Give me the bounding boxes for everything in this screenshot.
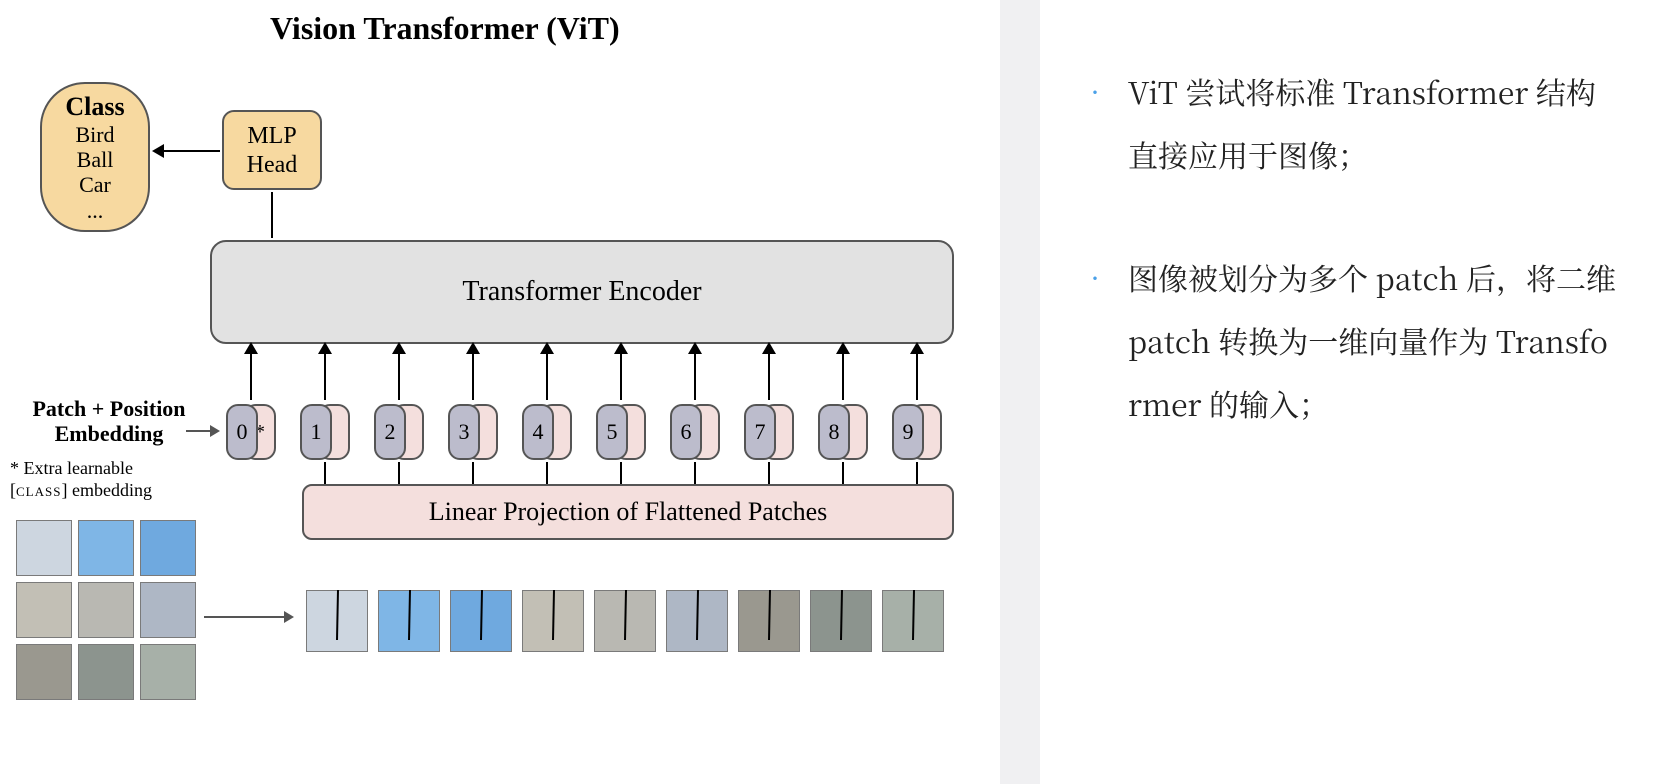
class-item: ...: [42, 198, 148, 223]
token-5: 5: [596, 404, 642, 460]
token-7: 7: [744, 404, 790, 460]
pe-note-line2: [class] embedding: [10, 480, 210, 502]
bullet-item: • ViT 尝试将标准 Transformer 结构直接应用于图像；: [1080, 60, 1618, 186]
position-capsule: 1: [300, 404, 332, 460]
diagram-title: Vision Transformer (ViT): [270, 10, 620, 47]
diagram-panel: Vision Transformer (ViT) Class Bird Ball…: [0, 0, 1000, 784]
linear-projection-box: Linear Projection of Flattened Patches: [302, 484, 954, 540]
arrow-token-to-encoder: [768, 344, 770, 400]
encoder-label: Transformer Encoder: [462, 276, 701, 307]
grid-patch: [16, 520, 72, 576]
token-2: 2: [374, 404, 420, 460]
mlp-line2: Head: [224, 151, 320, 180]
notes-panel: • ViT 尝试将标准 Transformer 结构直接应用于图像； • 图像被…: [1040, 0, 1658, 784]
grid-patch: [78, 520, 134, 576]
transformer-encoder-box: Transformer Encoder: [210, 240, 954, 344]
mlp-line1: MLP: [224, 122, 320, 151]
projection-label: Linear Projection of Flattened Patches: [429, 497, 828, 526]
token-row: 0* 123456789: [226, 404, 938, 460]
line-projection-to-token: [842, 462, 844, 484]
class-item: Ball: [42, 147, 148, 172]
arrow-encoder-to-mlp-line: [271, 192, 273, 238]
mlp-head-box: MLP Head: [222, 110, 322, 190]
arrow-token-to-encoder: [324, 344, 326, 400]
arrow-token-to-encoder: [916, 344, 918, 400]
line-projection-to-token: [546, 462, 548, 484]
arrow-token-to-encoder: [546, 344, 548, 400]
arrow-token-to-encoder: [842, 344, 844, 400]
bullet-text: ViT 尝试将标准 Transformer 结构直接应用于图像；: [1128, 60, 1618, 186]
pe-label-line2: Embedding: [4, 421, 214, 446]
arrow-token-to-encoder: [620, 344, 622, 400]
line-projection-to-token: [768, 462, 770, 484]
bullet-dot-icon: •: [1080, 60, 1110, 186]
arrow-token-to-encoder: [694, 344, 696, 400]
grid-patch: [140, 644, 196, 700]
position-capsule: 3: [448, 404, 480, 460]
arrow-pe-label: [186, 430, 218, 432]
position-capsule: 7: [744, 404, 776, 460]
token-4: 4: [522, 404, 568, 460]
grid-patch: [140, 582, 196, 638]
line-projection-to-token: [916, 462, 918, 484]
input-image-grid: [16, 520, 196, 700]
class-output-box: Class Bird Ball Car ...: [40, 82, 150, 232]
arrow-token-to-encoder: [250, 344, 252, 400]
token-1: 1: [300, 404, 346, 460]
position-capsule: 5: [596, 404, 628, 460]
position-capsule: 2: [374, 404, 406, 460]
position-capsule: 8: [818, 404, 850, 460]
arrow-grid-to-strip: [204, 616, 292, 618]
position-capsule: 6: [670, 404, 702, 460]
position-capsule: 0: [226, 404, 258, 460]
line-projection-to-token: [324, 462, 326, 484]
pe-label-line1: Patch + Position: [4, 396, 214, 421]
pe-note-line1: * Extra learnable: [10, 458, 210, 480]
bullet-item: • 图像被划分为多个 patch 后，将二维 patch 转换为一维向量作为 T…: [1080, 246, 1618, 435]
grid-patch: [16, 582, 72, 638]
token-9: 9: [892, 404, 938, 460]
page: Vision Transformer (ViT) Class Bird Ball…: [0, 0, 1658, 784]
position-capsule: 4: [522, 404, 554, 460]
line-projection-to-token: [472, 462, 474, 484]
arrow-token-to-encoder: [398, 344, 400, 400]
line-projection-to-token: [694, 462, 696, 484]
bullet-dot-icon: •: [1080, 246, 1110, 435]
position-capsule: 9: [892, 404, 924, 460]
grid-patch: [140, 520, 196, 576]
grid-patch: [78, 644, 134, 700]
line-projection-to-token: [620, 462, 622, 484]
token-8: 8: [818, 404, 864, 460]
bullet-text: 图像被划分为多个 patch 后，将二维 patch 转换为一维向量作为 Tra…: [1128, 246, 1618, 435]
arrow-token-to-encoder: [472, 344, 474, 400]
patch-position-label: Patch + Position Embedding: [4, 396, 214, 447]
grid-patch: [78, 582, 134, 638]
token-3: 3: [448, 404, 494, 460]
line-projection-to-token: [398, 462, 400, 484]
vertical-divider: [1000, 0, 1040, 784]
token-6: 6: [670, 404, 716, 460]
class-item: Bird: [42, 122, 148, 147]
grid-patch: [16, 644, 72, 700]
class-item: Car: [42, 172, 148, 197]
class-embedding-note: * Extra learnable [class] embedding: [10, 458, 210, 501]
class-header: Class: [42, 92, 148, 122]
arrow-mlp-to-class: [154, 150, 220, 152]
token-0: 0*: [226, 404, 272, 460]
